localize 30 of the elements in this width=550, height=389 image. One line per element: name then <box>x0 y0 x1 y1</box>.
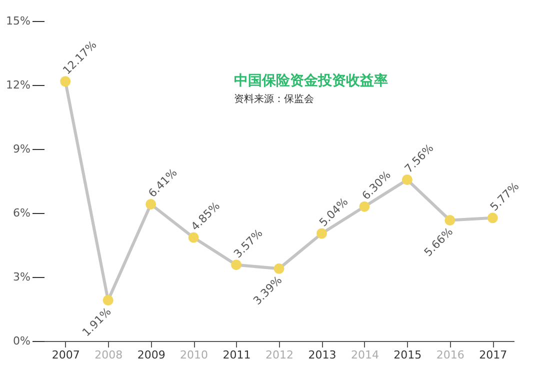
point <box>60 76 71 87</box>
point <box>444 215 456 226</box>
y-tick-label: 0% <box>13 334 30 348</box>
x-tick-label: 2016 <box>436 348 464 362</box>
point <box>359 201 370 212</box>
y-tick-label: 12% <box>6 78 30 92</box>
point <box>231 260 242 270</box>
text: 中国保险资金投资收益率 <box>234 72 388 89</box>
x-tick-label: 2007 <box>52 348 80 362</box>
x-tick-label: 2015 <box>394 348 422 362</box>
point <box>316 228 327 239</box>
y-tick-label: 15% <box>6 14 30 28</box>
x-tick-label: 2008 <box>94 348 123 362</box>
point <box>402 174 412 185</box>
point <box>188 232 199 243</box>
y-tick-label: 9% <box>13 142 30 156</box>
point <box>274 263 284 274</box>
y-tick-label: 6% <box>13 206 30 220</box>
point <box>102 295 114 306</box>
point <box>146 199 156 210</box>
x-tick-label: 2012 <box>266 348 294 362</box>
x-tick-label: 2014 <box>350 348 379 362</box>
y-tick-label: 3% <box>13 270 30 284</box>
x-tick-label: 2009 <box>137 348 166 362</box>
x-tick-label: 2013 <box>308 348 336 362</box>
x-tick-label: 2010 <box>180 348 208 362</box>
text: 资料来源：保监会 <box>234 93 314 105</box>
x-tick-label: 2017 <box>479 348 508 362</box>
x-tick-label: 2011 <box>222 348 251 362</box>
point <box>487 212 498 224</box>
